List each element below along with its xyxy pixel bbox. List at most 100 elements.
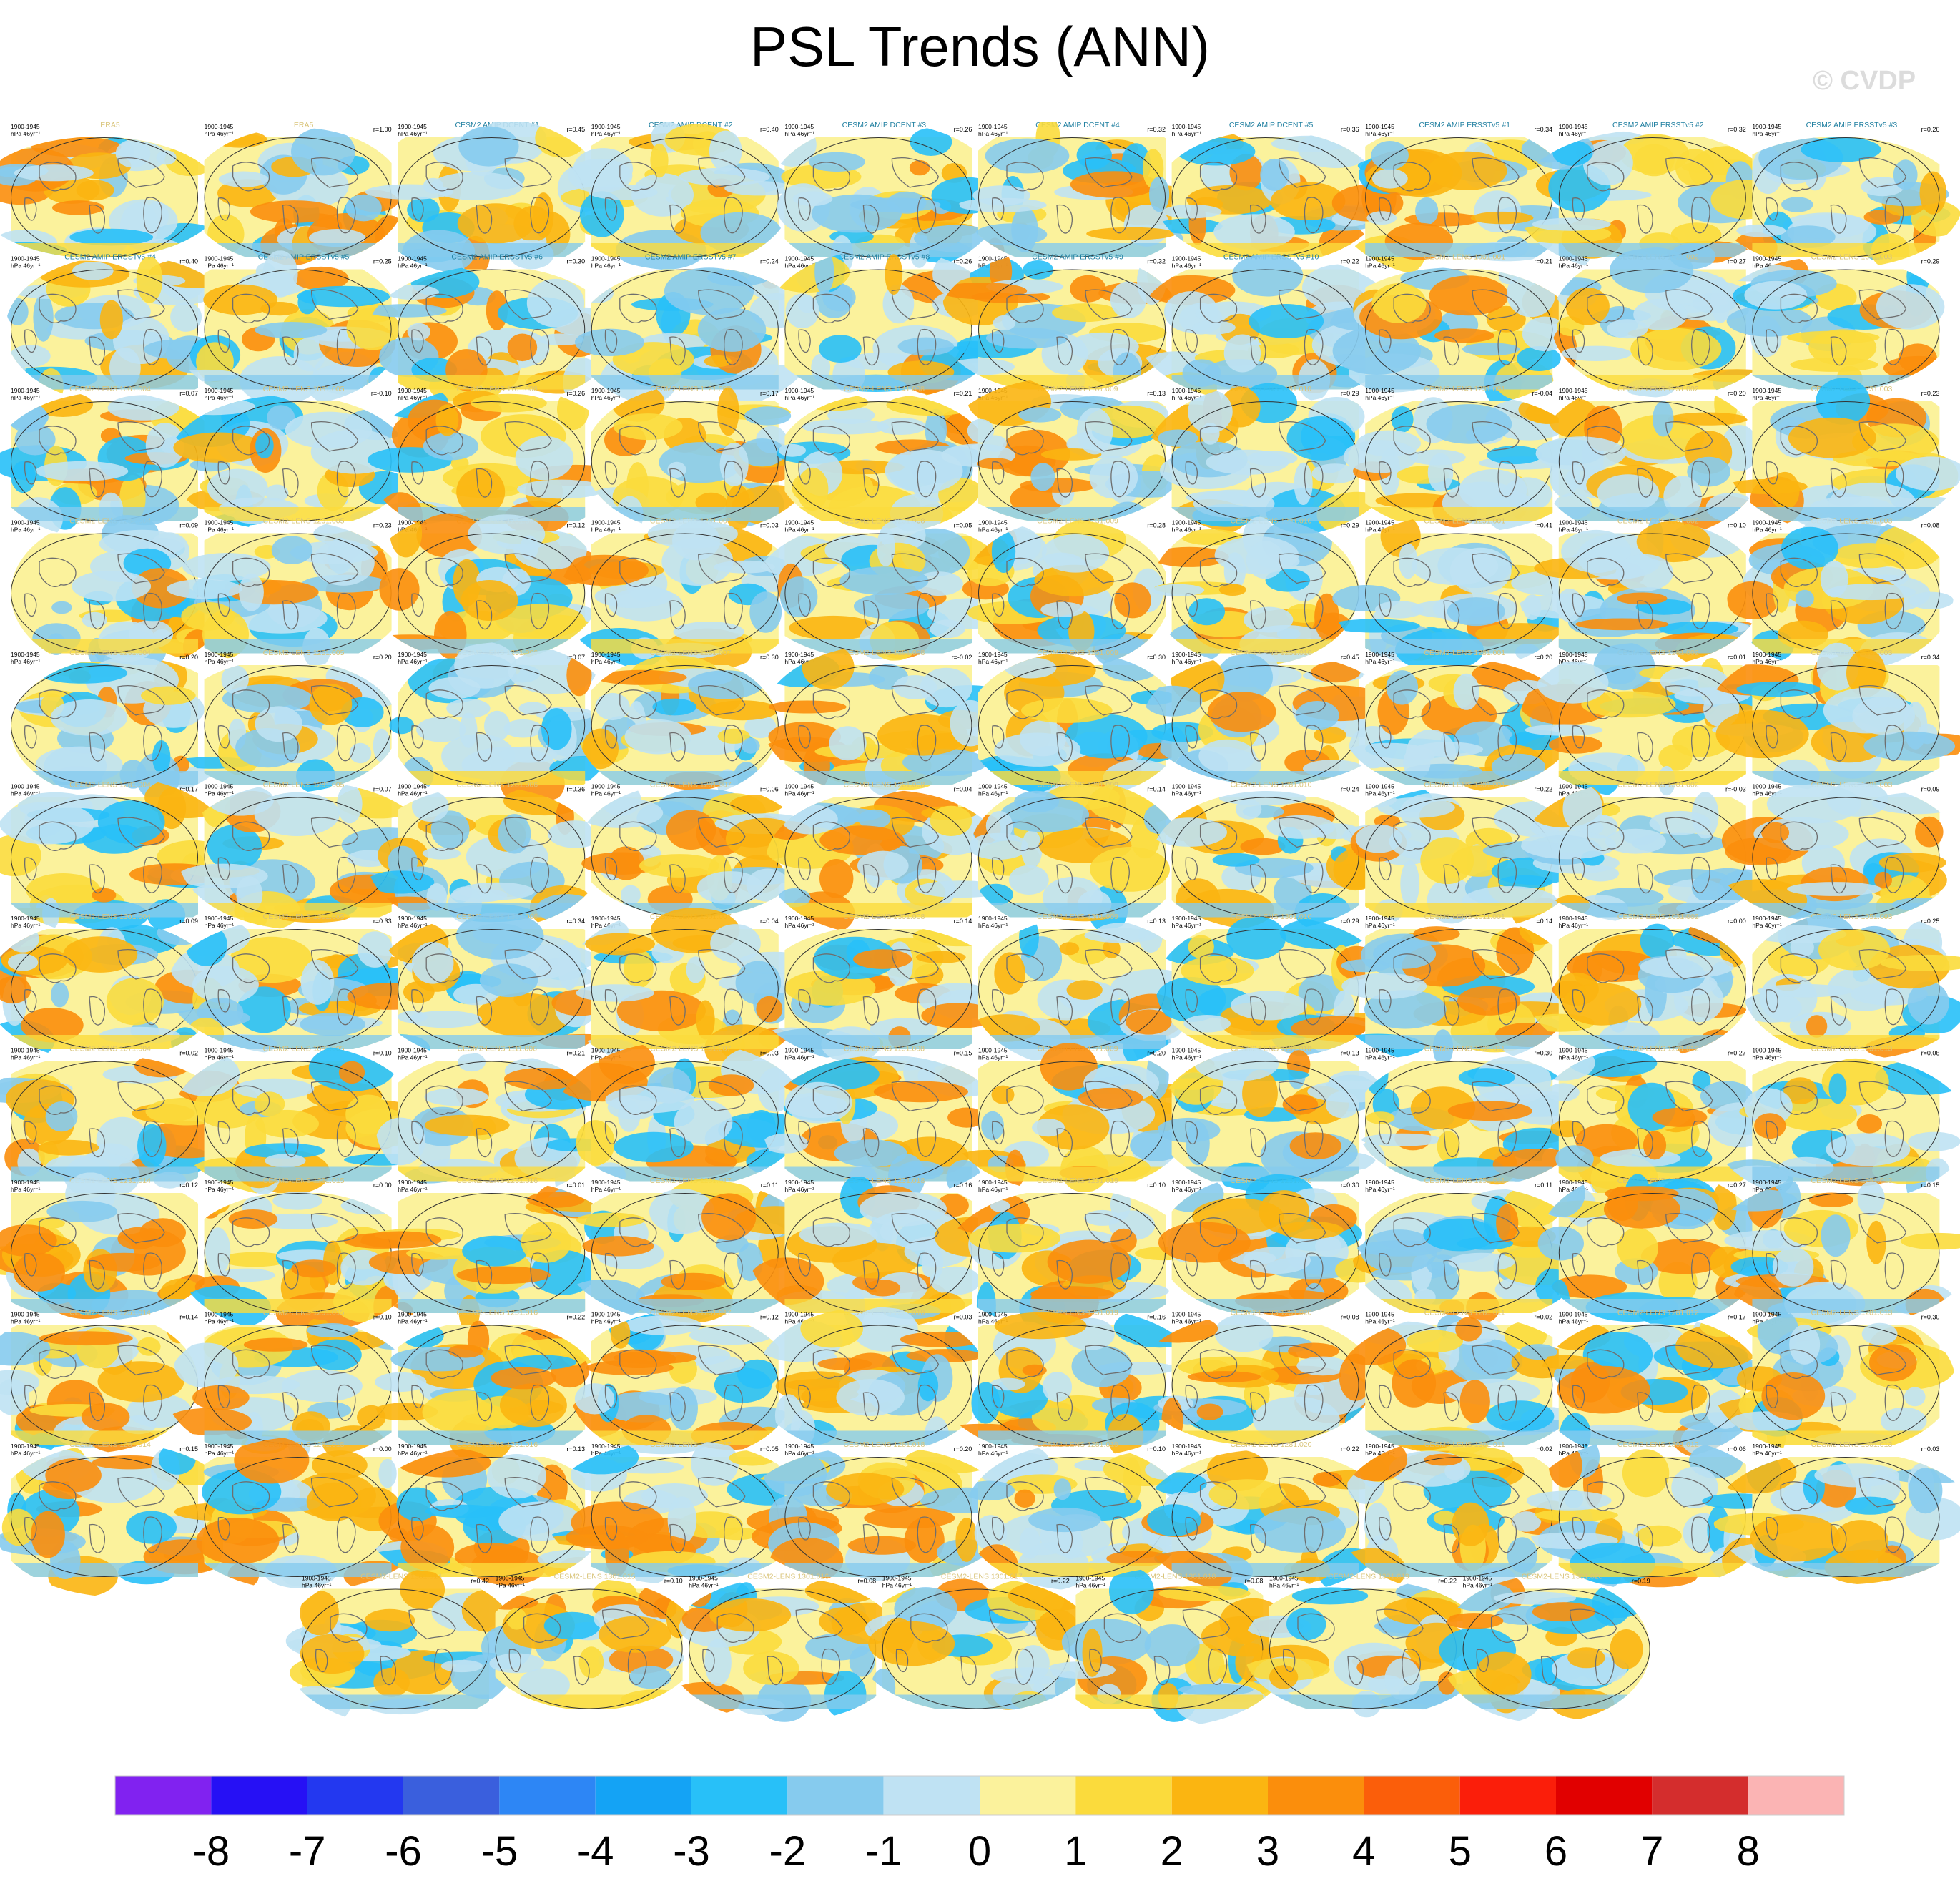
panel-correlation: r=0.26	[954, 258, 972, 265]
panel-period: 1900-1945	[978, 519, 1008, 526]
panel-title: CESM2-LENS 1301.018	[1134, 1573, 1216, 1581]
panel-units: hPa 46yr⁻¹	[1752, 790, 1782, 797]
panel-units: hPa 46yr⁻¹	[1172, 1054, 1202, 1061]
panel-correlation: r=0.08	[1341, 1314, 1359, 1321]
panel-correlation: r=0.40	[760, 126, 779, 133]
panel-units: hPa 46yr⁻¹	[1172, 262, 1202, 270]
panel-correlation: r=0.00	[373, 1445, 392, 1453]
panel-period: 1900-1945	[302, 1575, 331, 1582]
panel-period: 1900-1945	[398, 519, 427, 526]
panel-title: CESM2-LENS 1251.013	[1811, 1177, 1892, 1185]
panel-correlation: r=0.02	[179, 1050, 198, 1057]
panel-title: CESM2-LENS 1071.004	[69, 1045, 151, 1053]
panel-period: 1900-1945	[205, 1311, 234, 1318]
panel-period: 1900-1945	[205, 123, 234, 130]
panel-period: 1900-1945	[1752, 1047, 1781, 1054]
panel-correlation: r=0.00	[1728, 918, 1746, 925]
panel-period: 1900-1945	[398, 123, 427, 130]
panel-correlation: r=0.04	[954, 786, 972, 793]
panel-title: CESM2-LENS 1251.005	[263, 649, 345, 657]
panel-correlation: r=0.29	[1341, 522, 1359, 529]
panel-period: 1900-1945	[784, 783, 814, 790]
panel-units: hPa 46yr⁻¹	[1172, 922, 1202, 929]
panel-period: 1900-1945	[1559, 1443, 1588, 1450]
panel-period: 1900-1945	[398, 651, 427, 658]
panel-correlation: r=0.15	[954, 1050, 972, 1057]
panel-correlation: r=0.29	[1341, 390, 1359, 397]
panel-correlation: r=0.34	[1534, 126, 1552, 133]
panel-period: 1900-1945	[205, 1179, 234, 1186]
panel-correlation: r=-0.02	[952, 654, 972, 661]
panel-period: 1900-1945	[784, 519, 814, 526]
panel-correlation: r=0.13	[1147, 918, 1166, 925]
panel-correlation: r=0.12	[760, 1314, 779, 1321]
panel-title: CESM2 AMIP ERSSTv5 #9	[1032, 253, 1123, 262]
panel-correlation: r=0.08	[1921, 522, 1940, 529]
panel-correlation: r=0.45	[566, 126, 585, 133]
panel-period: 1900-1945	[1559, 1179, 1588, 1186]
panel-units: hPa 46yr⁻¹	[1172, 1450, 1202, 1457]
panel-units: hPa 46yr⁻¹	[11, 394, 41, 401]
panel-correlation: r=0.06	[760, 786, 779, 793]
panel-units: hPa 46yr⁻¹	[978, 526, 1008, 534]
colorbar-swatch	[1171, 1776, 1268, 1815]
panel-title: CESM2-LENS 1281.014	[69, 1440, 151, 1449]
panel-period: 1900-1945	[1172, 123, 1201, 130]
panel-units: hPa 46yr⁻¹	[11, 1054, 41, 1061]
panel-title: CESM2-LENS 1281.020	[1231, 1440, 1312, 1449]
panel-period: 1900-1945	[1172, 1047, 1201, 1054]
panel-units: hPa 46yr⁻¹	[784, 658, 814, 665]
panel-units: hPa 46yr⁻¹	[205, 790, 235, 797]
panel-units: hPa 46yr⁻¹	[591, 658, 621, 665]
panel-period: 1900-1945	[978, 1047, 1008, 1054]
panel-title: CESM2-LENS 1281.011	[1424, 1309, 1505, 1317]
colorbar-tick-label: -2	[769, 1828, 807, 1875]
panel-units: hPa 46yr⁻¹	[1752, 1186, 1782, 1193]
panel-period: 1900-1945	[11, 519, 40, 526]
panel-period: 1900-1945	[398, 387, 427, 394]
panel-title: ERA5	[100, 122, 120, 129]
panel-correlation: r=0.25	[1921, 918, 1940, 925]
panel-units: hPa 46yr⁻¹	[1752, 922, 1782, 929]
panel-correlation: r=-0.10	[371, 390, 392, 397]
panel-period: 1900-1945	[11, 1047, 40, 1054]
panel-correlation: r=0.25	[373, 258, 392, 265]
panel-units: hPa 46yr⁻¹	[978, 1054, 1008, 1061]
panel-correlation: r=0.20	[373, 654, 392, 661]
colorbar-swatch	[1459, 1776, 1556, 1815]
panel-correlation: r=0.16	[1147, 1314, 1166, 1321]
panel-units: hPa 46yr⁻¹	[205, 1054, 235, 1061]
panel-period: 1900-1945	[1172, 1443, 1201, 1450]
panel-units: hPa 46yr⁻¹	[591, 526, 621, 534]
panel-period: 1900-1945	[1172, 1179, 1201, 1186]
panel-correlation: r=0.15	[179, 1445, 198, 1453]
panel-correlation: r=0.27	[1728, 1182, 1746, 1189]
panel-correlation: r=0.20	[1147, 1050, 1166, 1057]
colorbar-tick-label: -3	[673, 1828, 710, 1875]
panel-units: hPa 46yr⁻¹	[11, 922, 41, 929]
panel-units: hPa 46yr⁻¹	[978, 658, 1008, 665]
panel-correlation: r=1.00	[373, 126, 392, 133]
panel-period: 1900-1945	[1752, 783, 1781, 790]
panel-correlation: r=0.05	[760, 1445, 779, 1453]
colorbar-swatch	[1652, 1776, 1748, 1815]
panel-title: CESM2-LENS 1251.014	[69, 1309, 151, 1317]
panel-period: 1900-1945	[591, 1311, 621, 1318]
panel-title: CESM2-LENS 1301.004	[69, 913, 151, 921]
panel-period: 1900-1945	[978, 1179, 1008, 1186]
panel-correlation: r=0.06	[1728, 1445, 1746, 1453]
panel-period: 1900-1945	[591, 123, 621, 130]
panel-units: hPa 46yr⁻¹	[398, 658, 428, 665]
